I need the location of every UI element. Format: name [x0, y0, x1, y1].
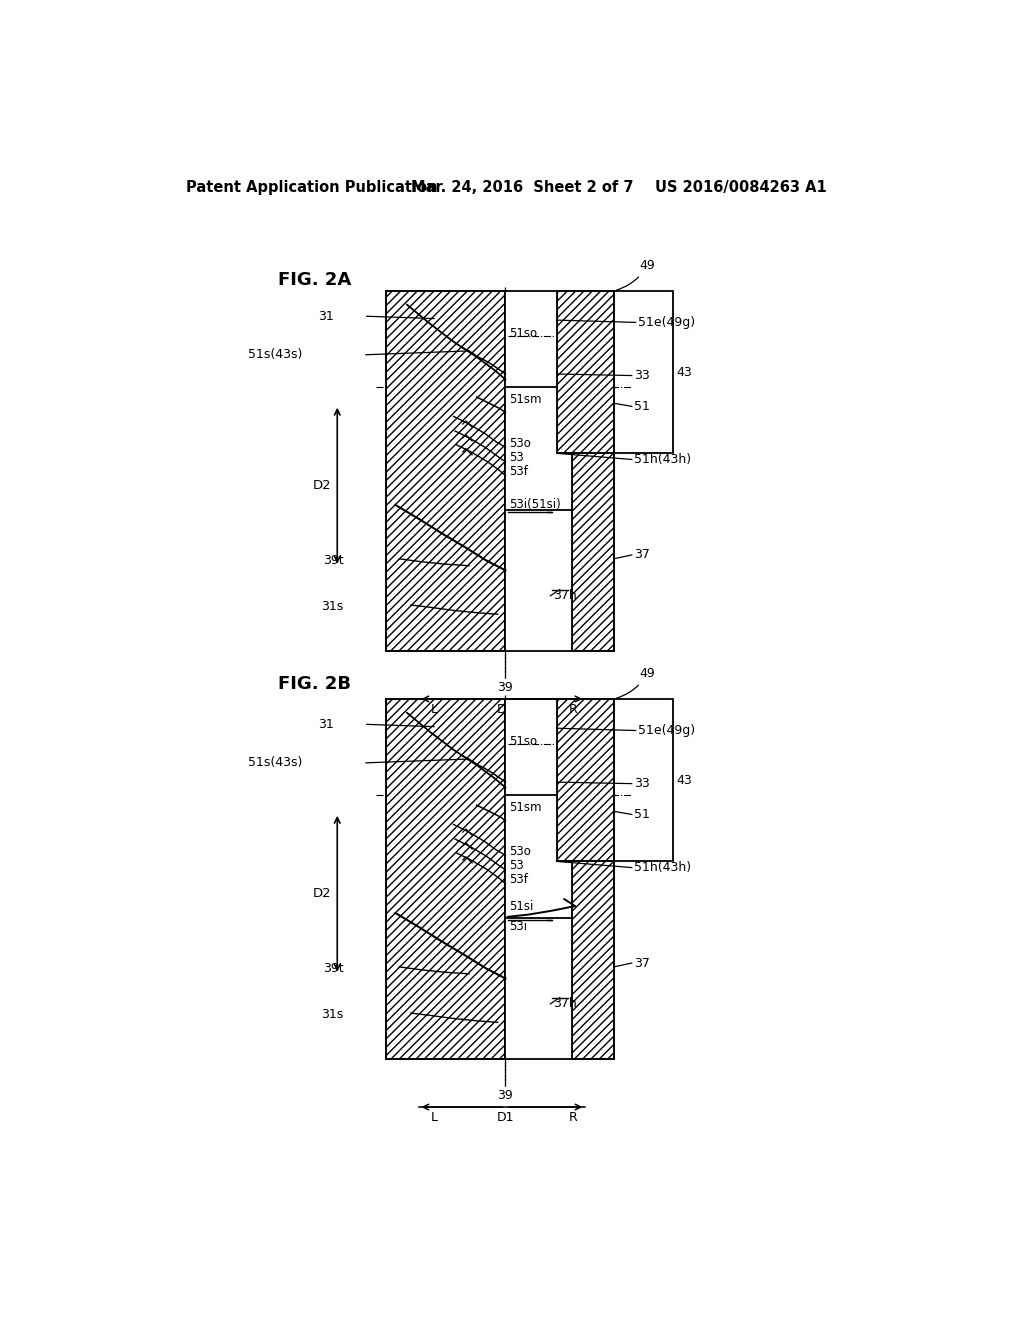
Text: L: L [431, 704, 437, 717]
Text: 51sm: 51sm [509, 393, 542, 407]
Text: 31: 31 [317, 310, 334, 323]
Bar [386, 700, 506, 1059]
Text: 51e(49g): 51e(49g) [638, 723, 695, 737]
Text: 39t: 39t [323, 962, 343, 975]
Text: 53o: 53o [509, 437, 531, 450]
Text: L: L [431, 1111, 437, 1125]
Text: 53: 53 [509, 450, 524, 463]
Text: Mar. 24, 2016  Sheet 2 of 7: Mar. 24, 2016 Sheet 2 of 7 [411, 180, 634, 195]
Bar [506, 511, 572, 651]
Text: 33: 33 [634, 370, 650, 381]
Text: FIG. 2B: FIG. 2B [278, 675, 350, 693]
Text: 39t: 39t [323, 554, 343, 566]
Text: D2: D2 [312, 887, 331, 900]
Text: FIG. 2A: FIG. 2A [278, 271, 351, 289]
Text: Patent Application Publication: Patent Application Publication [186, 180, 437, 195]
Text: 33: 33 [634, 777, 650, 791]
Text: 53o: 53o [509, 845, 531, 858]
Text: 39: 39 [498, 1089, 513, 1102]
Text: 51si: 51si [509, 900, 534, 913]
Text: 37h: 37h [553, 589, 577, 602]
Text: 53i: 53i [509, 920, 527, 933]
Bar [557, 862, 572, 1059]
Text: D1: D1 [497, 1111, 514, 1125]
Bar [506, 795, 557, 919]
Text: R: R [569, 1111, 578, 1125]
Text: 51e(49g): 51e(49g) [638, 315, 695, 329]
Text: 49: 49 [616, 668, 655, 698]
Text: 53i(51si): 53i(51si) [509, 498, 561, 511]
Text: 51so: 51so [509, 735, 538, 748]
Text: 53f: 53f [509, 873, 528, 886]
Text: 51s(43s): 51s(43s) [248, 756, 302, 770]
Text: 51sm: 51sm [509, 801, 542, 814]
Bar [506, 290, 557, 387]
Text: 49: 49 [616, 259, 655, 290]
Bar [572, 453, 614, 651]
Bar [557, 453, 572, 651]
Text: 51h(43h): 51h(43h) [634, 861, 691, 874]
Text: 43: 43 [676, 774, 691, 787]
Text: 37: 37 [634, 548, 650, 561]
Text: 51so: 51so [509, 326, 538, 339]
Text: 51: 51 [634, 400, 650, 413]
Text: D2: D2 [312, 479, 331, 492]
Text: 39: 39 [498, 681, 513, 694]
Bar [506, 387, 557, 511]
Text: 51: 51 [634, 808, 650, 821]
Text: 53f: 53f [509, 465, 528, 478]
Bar [386, 290, 506, 651]
Text: R: R [569, 704, 578, 717]
Bar [557, 290, 614, 453]
Bar [506, 700, 557, 795]
Bar [572, 862, 614, 1059]
Text: 51s(43s): 51s(43s) [248, 348, 302, 362]
Text: 31: 31 [317, 718, 334, 731]
Text: 37h: 37h [553, 998, 577, 1010]
Text: D1: D1 [497, 704, 514, 717]
Text: 51h(43h): 51h(43h) [634, 453, 691, 466]
Bar [557, 700, 614, 862]
Text: 53: 53 [509, 859, 524, 871]
Text: 31s: 31s [322, 1008, 343, 1022]
Bar [506, 919, 572, 1059]
Text: 43: 43 [676, 366, 691, 379]
Text: 37: 37 [634, 957, 650, 970]
Text: US 2016/0084263 A1: US 2016/0084263 A1 [655, 180, 826, 195]
Text: 31s: 31s [322, 601, 343, 612]
